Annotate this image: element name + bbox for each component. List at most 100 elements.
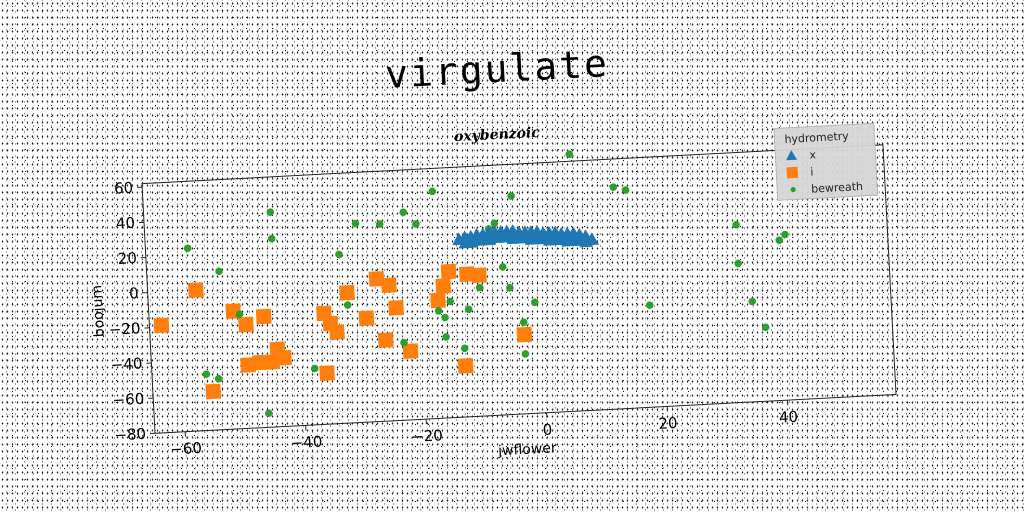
circle-point-bewreath bbox=[375, 220, 384, 228]
x-tick-label: 20 bbox=[658, 414, 678, 433]
legend-item-bewreath: bewreath bbox=[790, 180, 863, 196]
square-point-i bbox=[240, 357, 257, 373]
y-tick-label: 0 bbox=[129, 284, 139, 302]
circle-point-bewreath bbox=[441, 313, 449, 322]
legend-box bbox=[773, 122, 879, 201]
circle-point-bewreath bbox=[214, 375, 223, 383]
y-tick-label: −40 bbox=[110, 354, 143, 374]
plot-group: oxybenzoic −60 −40 −20 0 20 40 −80 −60 −40 −20 0 20… bbox=[89, 122, 897, 459]
circle-point-bewreath bbox=[442, 333, 450, 341]
circle-point-bewreath bbox=[202, 370, 211, 378]
circle-point-bewreath bbox=[235, 310, 244, 319]
circle-point-bewreath bbox=[412, 220, 420, 228]
square-point-i bbox=[471, 267, 487, 284]
circle-point-bewreath bbox=[267, 234, 276, 243]
x-tick-label: −40 bbox=[290, 433, 323, 453]
circle-point-bewreath bbox=[428, 187, 437, 196]
square-point-i bbox=[358, 310, 375, 327]
square-point-i bbox=[238, 316, 254, 333]
y-tick-label: −60 bbox=[112, 390, 145, 410]
legend-title: hydrometry bbox=[784, 130, 849, 146]
circle-point-bewreath bbox=[460, 344, 469, 353]
circle-point-bewreath bbox=[399, 208, 408, 217]
x-tick-label: 40 bbox=[778, 408, 798, 427]
legend-marker-bewreath bbox=[790, 186, 796, 193]
square-point-i bbox=[319, 365, 335, 382]
circle-point-bewreath bbox=[530, 298, 539, 307]
x-tick-label: −20 bbox=[411, 426, 444, 446]
circle-point-bewreath bbox=[335, 250, 343, 259]
legend[interactable]: hydrometry xi bewreath bbox=[773, 122, 879, 201]
circle-point-bewreath bbox=[781, 230, 789, 239]
square-point-i bbox=[458, 266, 475, 283]
legend-marker-i bbox=[786, 166, 799, 179]
square-point-i bbox=[516, 326, 533, 343]
circle-point-bewreath bbox=[748, 297, 757, 306]
square-point-i bbox=[440, 263, 457, 280]
square-point-i bbox=[255, 308, 272, 325]
circle-point-bewreath bbox=[475, 283, 484, 292]
circle-point-bewreath bbox=[464, 305, 473, 314]
circle-point-bewreath bbox=[266, 208, 275, 216]
circle-point-bewreath bbox=[761, 323, 770, 332]
axis-ticks: −60 −40 −20 0 20 40 −80 −60 −40 −20 0 20 40 60 bbox=[108, 179, 798, 459]
square-point-i bbox=[402, 343, 419, 360]
square-point-i bbox=[329, 324, 345, 340]
y-tick-label: −20 bbox=[108, 319, 141, 339]
legend-items: xi bewreath bbox=[786, 148, 863, 196]
figure-title: virgulate bbox=[384, 41, 610, 97]
y-tick-label: 20 bbox=[117, 249, 137, 268]
circle-point-bewreath bbox=[446, 297, 454, 306]
circle-point-bewreath bbox=[565, 150, 574, 158]
circle-point-bewreath bbox=[490, 219, 499, 228]
circle-point-bewreath bbox=[343, 301, 352, 309]
legend-item-i: i bbox=[786, 165, 814, 179]
data-marks bbox=[153, 150, 835, 418]
y-axis-label: boojum bbox=[89, 284, 108, 337]
circle-point-bewreath bbox=[400, 338, 408, 347]
circle-point-bewreath bbox=[215, 267, 223, 276]
legend-label-bewreath: bewreath bbox=[811, 180, 863, 196]
square-point-i bbox=[388, 299, 405, 316]
circle-point-bewreath bbox=[645, 301, 654, 309]
circle-point-bewreath bbox=[434, 307, 443, 315]
square-point-i bbox=[457, 358, 474, 374]
square-point-i bbox=[339, 284, 355, 301]
circle-point-bewreath bbox=[310, 364, 319, 373]
series-bewreath bbox=[183, 150, 835, 418]
circle-point-bewreath bbox=[732, 220, 740, 229]
y-tick-label: 60 bbox=[114, 179, 134, 198]
legend-label-x: x bbox=[809, 148, 817, 161]
circle-point-bewreath bbox=[507, 192, 515, 200]
circle-point-bewreath bbox=[264, 409, 273, 418]
series-x bbox=[452, 224, 600, 249]
x-axis-label: jwflower bbox=[497, 440, 558, 459]
square-point-i bbox=[381, 277, 397, 294]
square-point-i bbox=[264, 354, 281, 370]
square-point-i bbox=[252, 354, 268, 371]
legend-label-i: i bbox=[810, 165, 814, 178]
circle-point-bewreath bbox=[775, 236, 784, 244]
y-tick-label: −80 bbox=[114, 425, 147, 445]
y-tick-label: 40 bbox=[115, 214, 135, 233]
circle-point-bewreath bbox=[734, 259, 742, 268]
square-point-i bbox=[205, 383, 222, 400]
square-point-i bbox=[276, 349, 292, 366]
x-tick-label: 0 bbox=[542, 421, 552, 439]
circle-point-bewreath bbox=[351, 219, 360, 228]
legend-marker-x bbox=[786, 150, 798, 161]
circle-point-bewreath bbox=[609, 183, 618, 191]
square-point-i bbox=[187, 282, 204, 299]
square-point-i bbox=[430, 292, 446, 309]
square-point-i bbox=[368, 271, 385, 287]
plot-area-frame bbox=[141, 144, 897, 434]
circle-point-bewreath bbox=[519, 318, 528, 327]
triangle-point-x bbox=[585, 232, 600, 246]
circle-point-bewreath bbox=[621, 186, 630, 194]
square-point-i bbox=[377, 332, 394, 348]
circle-point-bewreath bbox=[498, 263, 507, 271]
series-i bbox=[153, 263, 533, 400]
square-point-i bbox=[435, 278, 452, 294]
legend-item-x: x bbox=[786, 148, 817, 162]
